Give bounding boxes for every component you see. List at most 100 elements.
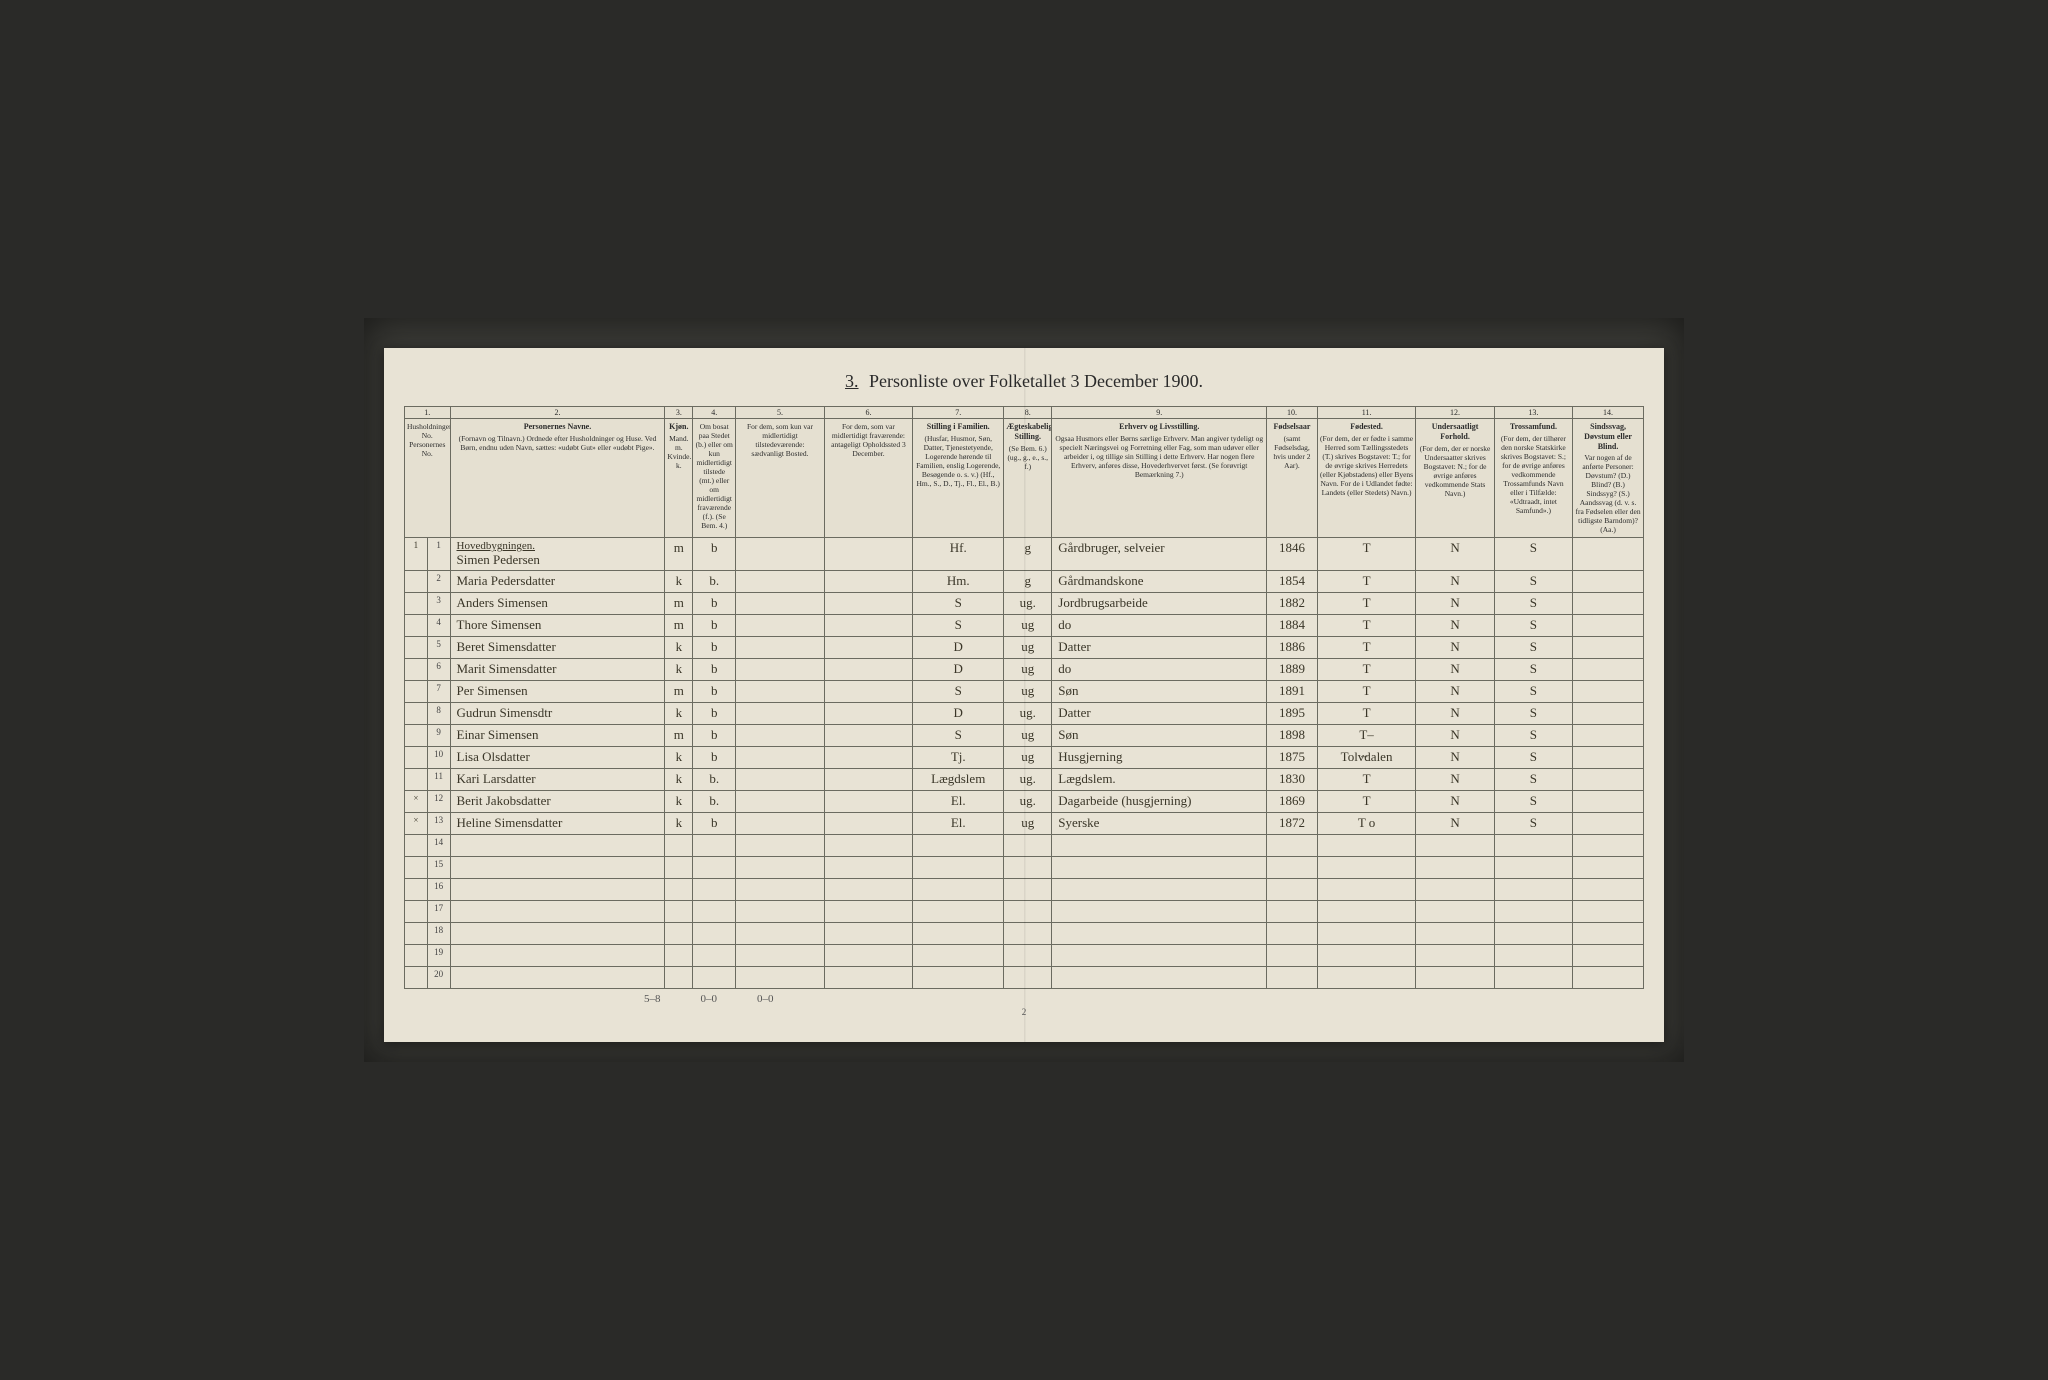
cell [1317, 901, 1416, 923]
cell [824, 615, 913, 637]
cell [1416, 967, 1494, 989]
column-header: Ægteskabelig Stilling.(Se Bem. 6.) (ug.,… [1004, 419, 1052, 538]
column-header: Undersaatligt Forhold.(For dem, der er n… [1416, 419, 1494, 538]
cell: El. [913, 791, 1004, 813]
cell [450, 835, 665, 857]
cell [1004, 923, 1052, 945]
cell: 15 [427, 857, 450, 879]
table-row-empty: 14 [405, 835, 1644, 857]
cell [1052, 857, 1267, 879]
page-number: 2 [404, 1007, 1644, 1017]
cell: k [665, 703, 693, 725]
cell: N [1416, 747, 1494, 769]
cell [1052, 879, 1267, 901]
cell: b [693, 725, 736, 747]
cell [1267, 835, 1318, 857]
cell: k [665, 769, 693, 791]
cell: Einar Simensen [450, 725, 665, 747]
column-header: Om bosat paa Stedet (b.) eller om kun mi… [693, 419, 736, 538]
cell [1004, 835, 1052, 857]
table-row-empty: 15 [405, 857, 1644, 879]
cell: Datter [1052, 637, 1267, 659]
table-row: 11Kari Larsdatterkb.Lægdslemug.Lægdslem.… [405, 769, 1644, 791]
cell [913, 901, 1004, 923]
cell [824, 901, 913, 923]
cell [736, 967, 825, 989]
cell: 7 [427, 681, 450, 703]
col-number: 7. [913, 406, 1004, 419]
cell: b. [693, 571, 736, 593]
col-number: 11. [1317, 406, 1416, 419]
cell [1052, 945, 1267, 967]
cell [824, 791, 913, 813]
col-number: 9. [1052, 406, 1267, 419]
census-page: 3. Personliste over Folketallet 3 Decemb… [384, 348, 1664, 1042]
cell: Jordbrugsarbeide [1052, 593, 1267, 615]
cell [1052, 967, 1267, 989]
column-header: Kjøn.Mand. m. Kvinde. k. [665, 419, 693, 538]
table-row: 4Thore SimensenmbSugdo1884TNS [405, 615, 1644, 637]
cell [693, 901, 736, 923]
cell: D [913, 659, 1004, 681]
cell [913, 857, 1004, 879]
cell [1494, 879, 1572, 901]
cell: T [1317, 791, 1416, 813]
cell: T o [1317, 813, 1416, 835]
cell [736, 681, 825, 703]
cell [1317, 967, 1416, 989]
header-row: Husholdningens No. Personernes No.Person… [405, 419, 1644, 538]
cell [736, 637, 825, 659]
cell: El. [913, 813, 1004, 835]
col-number: 3. [665, 406, 693, 419]
cell [450, 879, 665, 901]
cell [693, 967, 736, 989]
cell: Datter [1052, 703, 1267, 725]
cell [913, 967, 1004, 989]
cell: S [1494, 769, 1572, 791]
table-row: ×13Heline SimensdatterkbEl.ugSyerske1872… [405, 813, 1644, 835]
cell [693, 857, 736, 879]
cell [1573, 901, 1644, 923]
cell [1573, 945, 1644, 967]
cell [405, 659, 428, 681]
column-header: Fødselsaar(samt Fødselsdag, hvis under 2… [1267, 419, 1318, 538]
cell [1267, 923, 1318, 945]
cell [1267, 857, 1318, 879]
cell: Gudrun Simensdtr [450, 703, 665, 725]
cell [450, 923, 665, 945]
cell: N [1416, 681, 1494, 703]
cell: 1898 [1267, 725, 1318, 747]
cell [1267, 945, 1318, 967]
title-number: 3. [845, 371, 859, 391]
cell: Tolv̶dalen [1317, 747, 1416, 769]
cell [1573, 659, 1644, 681]
table-row: 8Gudrun SimensdtrkbDug.Datter1895TNS [405, 703, 1644, 725]
cell [1004, 857, 1052, 879]
cell [1573, 879, 1644, 901]
cell [405, 857, 428, 879]
cell: b [693, 747, 736, 769]
cell [693, 945, 736, 967]
table-row: ×12Berit Jakobsdatterkb.El.ug.Dagarbeide… [405, 791, 1644, 813]
cell: do [1052, 659, 1267, 681]
cell [1573, 967, 1644, 989]
cell [824, 725, 913, 747]
cell [405, 571, 428, 593]
cell: Hovedbygningen.Simen Pedersen [450, 538, 665, 571]
table-row: 5Beret SimensdatterkbDugDatter1886TNS [405, 637, 1644, 659]
cell [1416, 857, 1494, 879]
cell: S [1494, 813, 1572, 835]
cell [736, 659, 825, 681]
cell: N [1416, 615, 1494, 637]
cell [1494, 945, 1572, 967]
cell: m [665, 593, 693, 615]
cell: 1 [427, 538, 450, 571]
cell: b [693, 813, 736, 835]
cell: 1889 [1267, 659, 1318, 681]
cell: ug [1004, 813, 1052, 835]
cell: S [1494, 791, 1572, 813]
cell: b [693, 593, 736, 615]
cell: T [1317, 659, 1416, 681]
cell: g [1004, 571, 1052, 593]
table-row-empty: 19 [405, 945, 1644, 967]
